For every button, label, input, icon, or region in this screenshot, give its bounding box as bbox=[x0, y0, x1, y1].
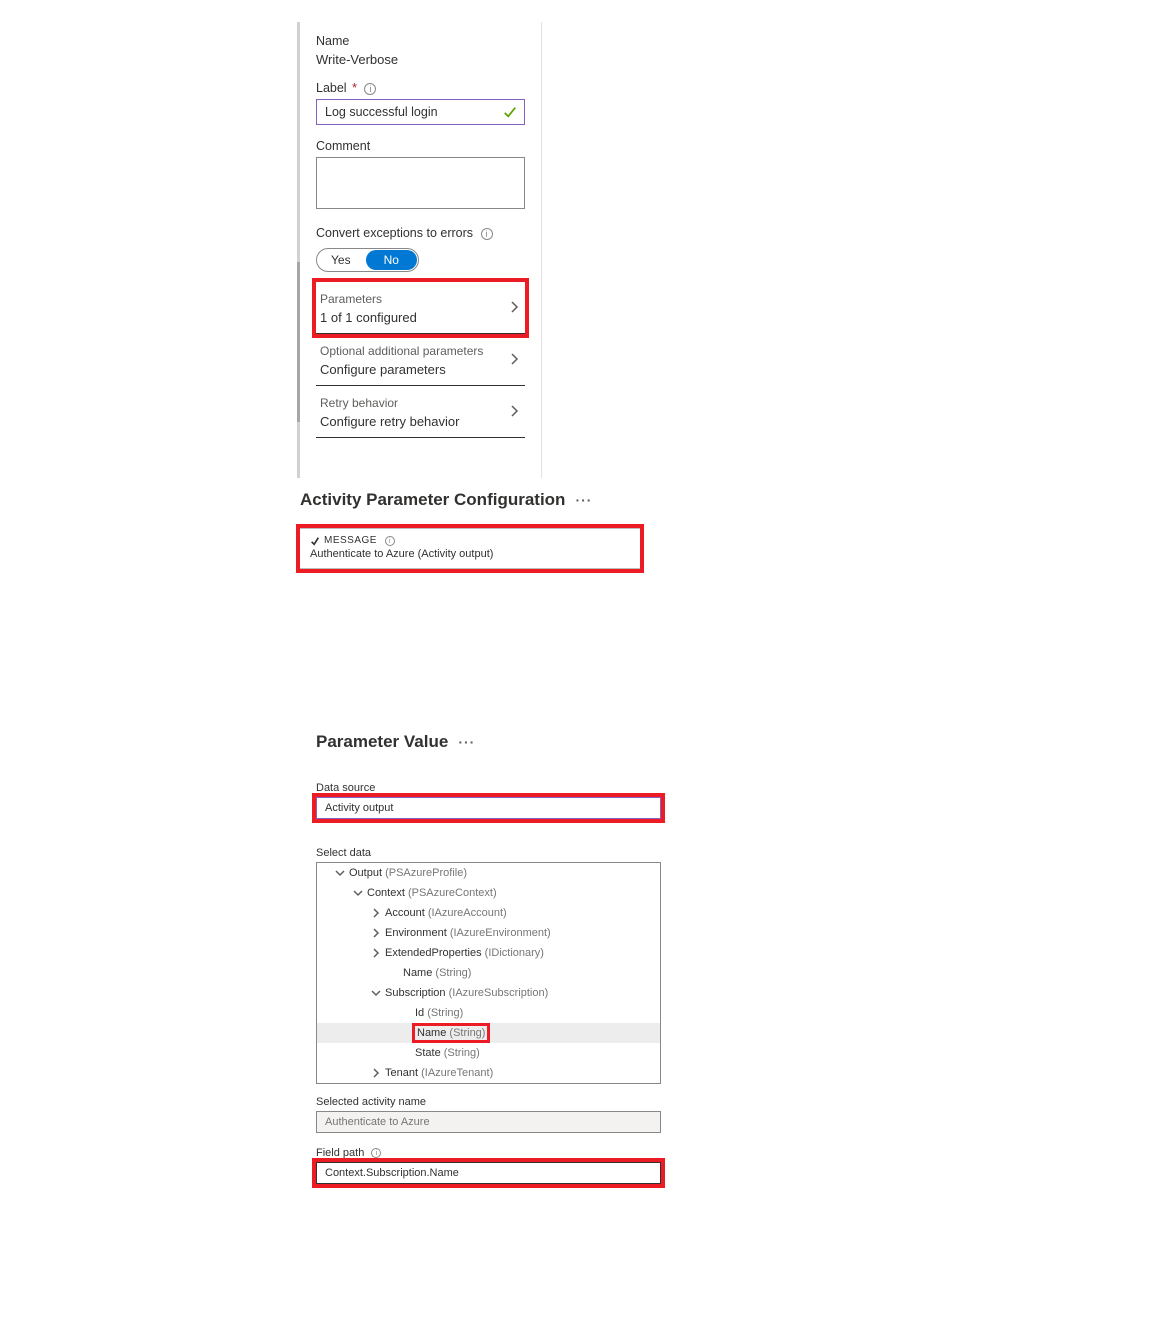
tree-node[interactable]: Name (String) bbox=[317, 963, 660, 983]
tree-leaf-icon bbox=[401, 1048, 411, 1058]
tree-node[interactable]: Id (String) bbox=[317, 1003, 660, 1023]
required-asterisk: * bbox=[352, 81, 357, 95]
message-parameter-row[interactable]: MESSAGE i Authenticate to Azure (Activit… bbox=[300, 528, 640, 569]
tree-leaf-icon bbox=[401, 1028, 411, 1038]
selected-activity-label: Selected activity name bbox=[316, 1096, 661, 1108]
label-input[interactable] bbox=[316, 99, 525, 125]
tree-node-label: Tenant (IAzureTenant) bbox=[385, 1066, 493, 1080]
tree-twisty-icon[interactable] bbox=[371, 928, 381, 938]
info-icon[interactable]: i bbox=[364, 83, 376, 95]
tree-node-label: State (String) bbox=[415, 1046, 480, 1060]
message-header: MESSAGE i bbox=[310, 535, 630, 546]
nav-subtitle: Configure parameters bbox=[320, 362, 483, 377]
convert-exceptions-toggle[interactable]: Yes No bbox=[316, 248, 419, 272]
optional-parameters-nav[interactable]: Optional additional parameters Configure… bbox=[316, 334, 525, 386]
message-value: Authenticate to Azure (Activity output) bbox=[310, 548, 630, 560]
tree-node[interactable]: ExtendedProperties (IDictionary) bbox=[317, 943, 660, 963]
toggle-yes[interactable]: Yes bbox=[317, 249, 365, 271]
tree-twisty-icon[interactable] bbox=[335, 868, 345, 878]
data-source-label: Data source bbox=[316, 782, 661, 794]
field-path-label: Field path i bbox=[316, 1147, 661, 1159]
tree-node-label: Account (IAzureAccount) bbox=[385, 906, 507, 920]
activity-properties-panel: Name Write-Verbose Label * i Comment Con… bbox=[297, 22, 542, 478]
tree-twisty-icon[interactable] bbox=[371, 1068, 381, 1078]
panel-title: Parameter Value ··· bbox=[316, 732, 661, 752]
select-data-tree: Output (PSAzureProfile) Context (PSAzureC… bbox=[316, 862, 661, 1084]
tree-node-label: Name (String) bbox=[403, 966, 471, 980]
tree-node[interactable]: Name (String) bbox=[317, 1023, 660, 1043]
tree-twisty-icon[interactable] bbox=[371, 948, 381, 958]
comment-label: Comment bbox=[316, 139, 525, 153]
tree-node-label: Output (PSAzureProfile) bbox=[349, 866, 467, 880]
tree-node-label: Context (PSAzureContext) bbox=[367, 886, 497, 900]
field-path-input[interactable] bbox=[316, 1162, 661, 1184]
tree-twisty-icon[interactable] bbox=[371, 988, 381, 998]
panel-title-text: Parameter Value bbox=[316, 732, 448, 752]
chevron-right-icon bbox=[509, 301, 521, 316]
parameter-value-panel: Parameter Value ··· Data source Select d… bbox=[316, 732, 661, 1184]
tree-node-label: ExtendedProperties (IDictionary) bbox=[385, 946, 544, 960]
message-label: MESSAGE bbox=[324, 535, 377, 546]
field-path-label-text: Field path bbox=[316, 1147, 364, 1159]
panel-title-text: Activity Parameter Configuration bbox=[300, 490, 565, 510]
tree-leaf-icon bbox=[401, 1008, 411, 1018]
label-label-text: Label bbox=[316, 81, 347, 95]
name-value: Write-Verbose bbox=[316, 52, 525, 67]
chevron-right-icon bbox=[509, 353, 521, 368]
tree-node[interactable]: Subscription (IAzureSubscription) bbox=[317, 983, 660, 1003]
label-label: Label * i bbox=[316, 81, 525, 95]
nav-title: Retry behavior bbox=[320, 396, 459, 410]
nav-subtitle: Configure retry behavior bbox=[320, 414, 459, 429]
activity-parameter-config-panel: Activity Parameter Configuration ··· MES… bbox=[300, 490, 640, 569]
tree-node[interactable]: Context (PSAzureContext) bbox=[317, 883, 660, 903]
check-icon bbox=[503, 105, 517, 119]
name-label: Name bbox=[316, 34, 525, 48]
nav-subtitle: 1 of 1 configured bbox=[320, 310, 417, 325]
comment-input[interactable] bbox=[316, 157, 525, 209]
tree-node-label: Environment (IAzureEnvironment) bbox=[385, 926, 551, 940]
toggle-no[interactable]: No bbox=[366, 250, 417, 270]
chevron-right-icon bbox=[509, 405, 521, 420]
info-icon[interactable]: i bbox=[385, 536, 395, 546]
selected-activity-input bbox=[316, 1111, 661, 1133]
tree-node-label: Id (String) bbox=[415, 1006, 463, 1020]
parameters-nav[interactable]: Parameters 1 of 1 configured bbox=[316, 282, 525, 334]
tree-node[interactable]: Environment (IAzureEnvironment) bbox=[317, 923, 660, 943]
tree-node[interactable]: Tenant (IAzureTenant) bbox=[317, 1063, 660, 1083]
tree-leaf-icon bbox=[389, 968, 399, 978]
panel-title: Activity Parameter Configuration ··· bbox=[300, 490, 640, 510]
tree-node[interactable]: Account (IAzureAccount) bbox=[317, 903, 660, 923]
data-source-input[interactable] bbox=[316, 797, 661, 819]
info-icon[interactable]: i bbox=[481, 228, 493, 240]
nav-title: Optional additional parameters bbox=[320, 344, 483, 358]
convert-exceptions-label: Convert exceptions to errors i bbox=[316, 226, 525, 240]
more-icon[interactable]: ··· bbox=[458, 734, 475, 750]
tree-node[interactable]: Output (PSAzureProfile) bbox=[317, 863, 660, 883]
tree-twisty-icon[interactable] bbox=[353, 888, 363, 898]
nav-title: Parameters bbox=[320, 292, 417, 306]
tree-node-label: Subscription (IAzureSubscription) bbox=[385, 986, 548, 1000]
scrollbar-thumb[interactable] bbox=[297, 262, 300, 422]
convert-exceptions-text: Convert exceptions to errors bbox=[316, 226, 473, 240]
select-data-label: Select data bbox=[316, 847, 661, 859]
retry-behavior-nav[interactable]: Retry behavior Configure retry behavior bbox=[316, 386, 525, 438]
info-icon[interactable]: i bbox=[371, 1148, 381, 1158]
tree-twisty-icon[interactable] bbox=[371, 908, 381, 918]
tree-node[interactable]: State (String) bbox=[317, 1043, 660, 1063]
more-icon[interactable]: ··· bbox=[575, 492, 592, 508]
tree-node-label: Name (String) bbox=[415, 1026, 487, 1040]
